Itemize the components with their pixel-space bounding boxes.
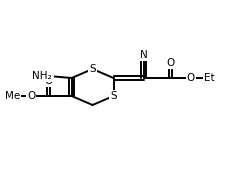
Text: Et: Et (204, 73, 214, 83)
Text: S: S (110, 91, 117, 101)
Text: NH₂: NH₂ (32, 71, 52, 81)
Text: O: O (27, 91, 35, 101)
Text: N: N (140, 50, 148, 60)
Text: Me: Me (5, 91, 20, 101)
Text: O: O (44, 76, 53, 86)
Text: O: O (187, 73, 195, 83)
Text: S: S (89, 64, 96, 74)
Text: O: O (166, 58, 174, 68)
